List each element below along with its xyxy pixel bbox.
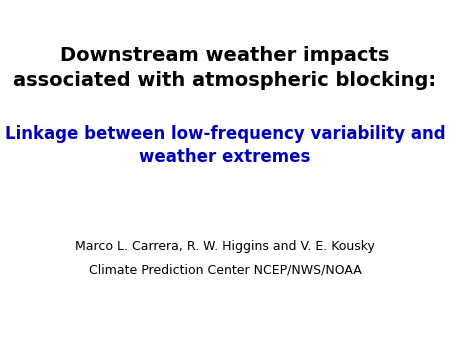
Text: Marco L. Carrera, R. W. Higgins and V. E. Kousky: Marco L. Carrera, R. W. Higgins and V. E… (75, 240, 375, 253)
Text: Downstream weather impacts
associated with atmospheric blocking:: Downstream weather impacts associated wi… (14, 46, 436, 90)
Text: Linkage between low-frequency variability and
weather extremes: Linkage between low-frequency variabilit… (4, 124, 446, 166)
Text: Climate Prediction Center NCEP/NWS/NOAA: Climate Prediction Center NCEP/NWS/NOAA (89, 264, 361, 277)
